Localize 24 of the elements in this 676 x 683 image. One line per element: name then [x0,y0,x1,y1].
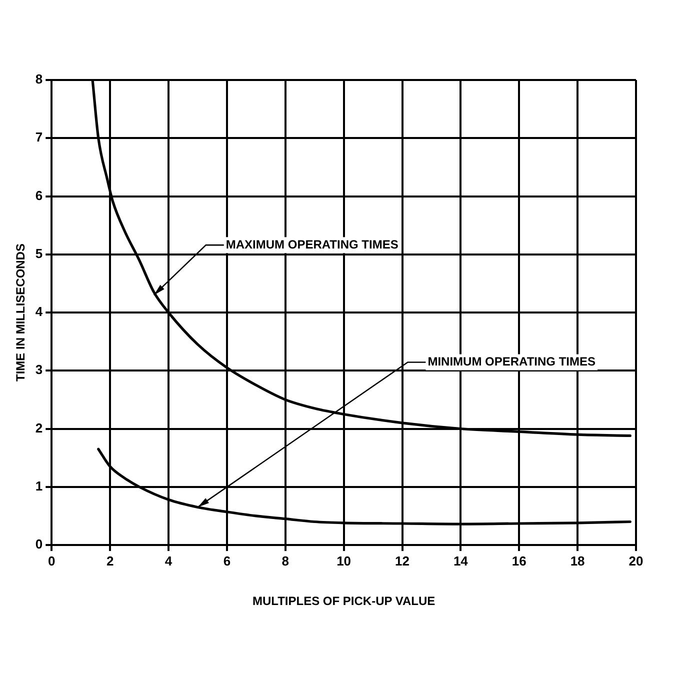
x-tick-label: 4 [164,553,173,568]
annotation: MAXIMUM OPERATING TIMES [226,237,398,252]
y-tick-label: 3 [35,362,43,378]
annotation: MINIMUM OPERATING TIMES [428,354,596,369]
y-tick-label: 0 [35,536,43,552]
y-tick-label: 5 [35,246,43,261]
x-tick-label: 12 [395,553,410,568]
x-tick-label: 14 [453,553,469,568]
y-tick-label: 7 [35,130,43,145]
x-tick-label: 20 [628,553,644,568]
x-tick-label: 16 [512,553,526,568]
y-tick-label: 8 [35,72,43,87]
y-tick-label: 4 [35,304,44,320]
x-tick-label: 6 [223,553,231,568]
y-tick-label: 1 [35,478,43,494]
x-tick-label: 2 [106,553,114,568]
y-tick-label: 6 [35,188,43,203]
y-tick-label: 2 [35,420,43,436]
x-tick-label: 10 [336,553,352,568]
x-tick-label: 18 [570,553,585,568]
x-tick-label: 8 [282,553,289,568]
x-axis-title: MULTIPLES OF PICK-UP VALUE [252,594,436,608]
x-tick-label: 0 [48,553,56,568]
y-axis-title: TIME IN MILLISECONDS [14,244,28,382]
